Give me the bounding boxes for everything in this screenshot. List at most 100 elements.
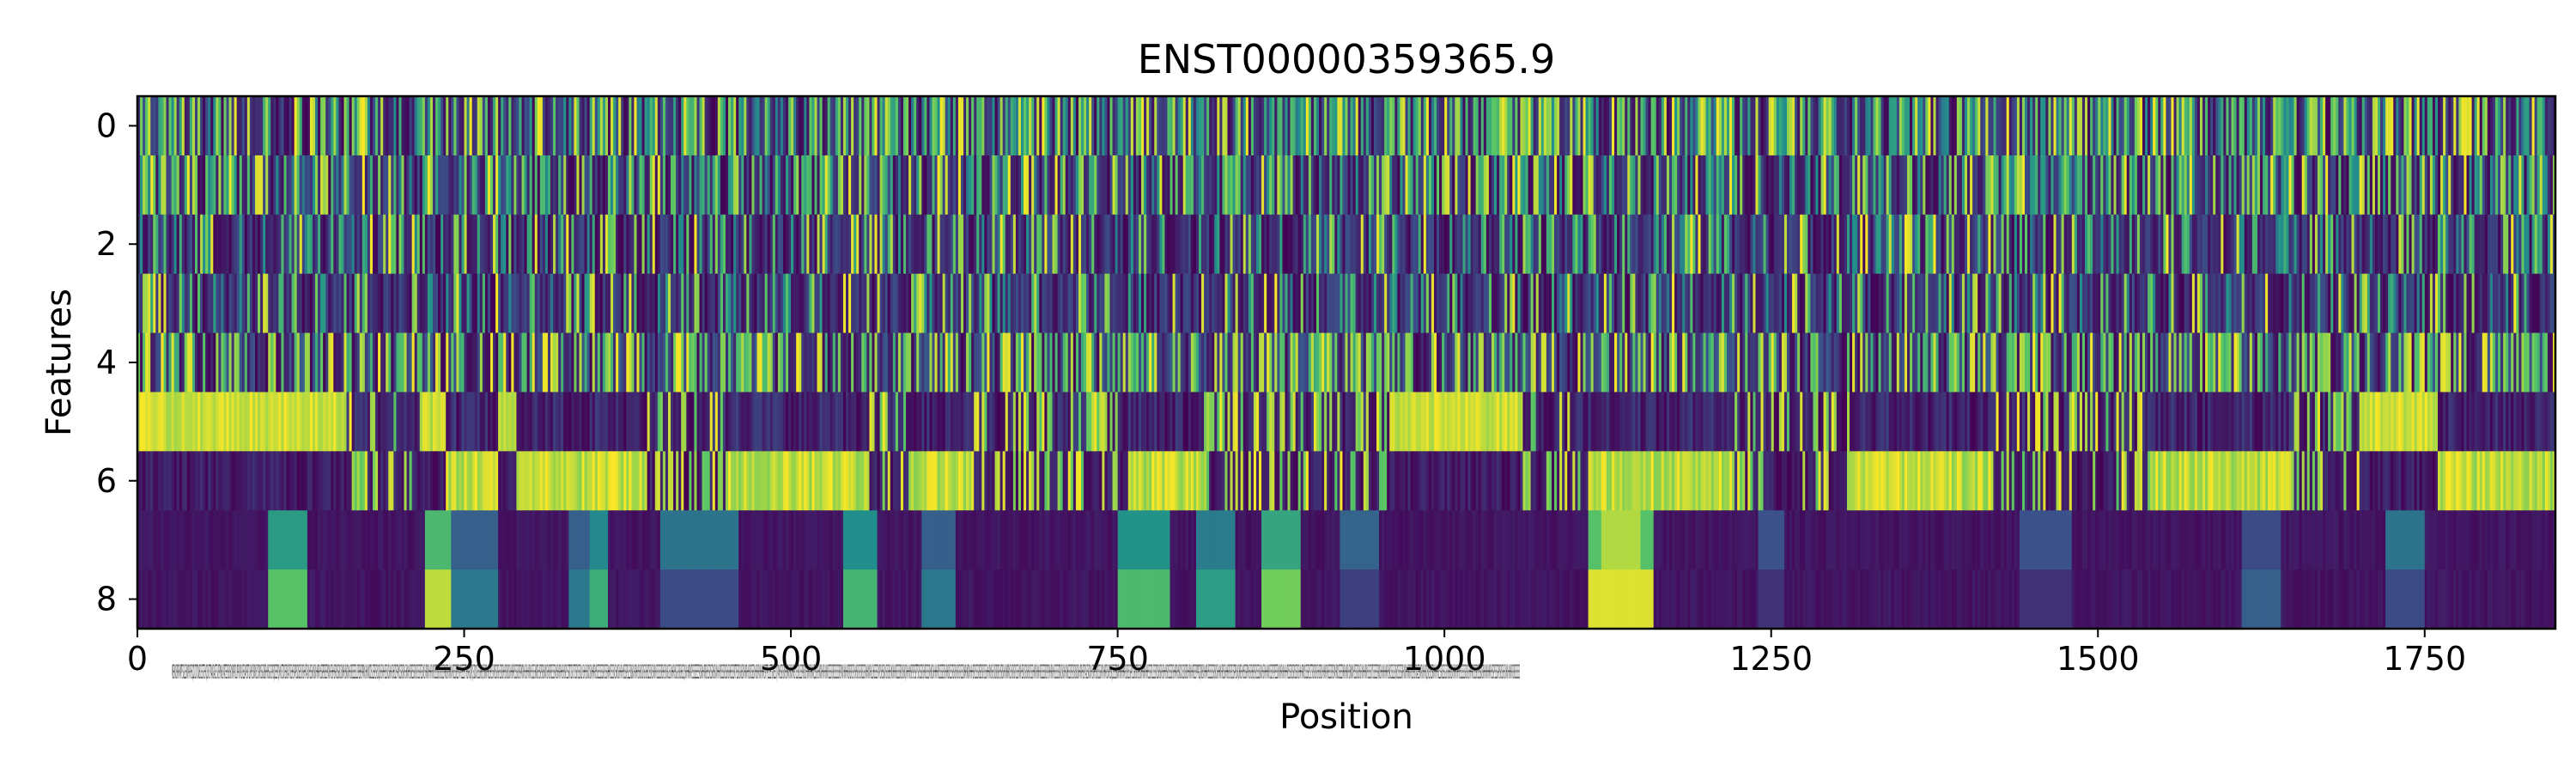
heatmap-cell bbox=[1157, 569, 1160, 629]
heatmap-cell bbox=[231, 96, 235, 156]
heatmap-cell bbox=[1007, 273, 1012, 334]
heatmap-cell bbox=[1047, 569, 1051, 629]
heatmap-cell bbox=[1089, 96, 1092, 156]
heatmap-cell bbox=[1217, 155, 1220, 216]
heatmap-cell bbox=[265, 569, 269, 629]
heatmap-cell bbox=[1172, 96, 1176, 156]
heatmap-cell bbox=[571, 332, 574, 393]
heatmap-cell bbox=[451, 392, 454, 452]
heatmap-cell bbox=[137, 332, 141, 393]
heatmap-cell bbox=[236, 96, 240, 156]
heatmap-cell bbox=[736, 155, 739, 216]
heatmap-cell bbox=[1540, 510, 1545, 570]
heatmap-cell bbox=[1127, 273, 1132, 334]
heatmap-cell bbox=[897, 214, 902, 275]
heatmap-cell bbox=[1480, 214, 1485, 275]
heatmap-cell bbox=[281, 155, 285, 216]
heatmap-cell bbox=[1219, 451, 1223, 511]
heatmap-cell bbox=[140, 569, 143, 629]
heatmap-cell bbox=[1052, 392, 1056, 452]
heatmap-cell bbox=[241, 332, 246, 393]
heatmap-cell bbox=[263, 332, 266, 393]
heatmap-cell bbox=[223, 510, 228, 570]
heatmap-cell bbox=[804, 155, 807, 216]
heatmap-cell bbox=[1078, 569, 1082, 629]
heatmap-cell bbox=[276, 96, 279, 156]
heatmap-cell bbox=[1154, 155, 1157, 216]
heatmap-cell bbox=[356, 96, 361, 156]
heatmap-cell bbox=[493, 510, 496, 570]
heatmap-cell bbox=[1324, 332, 1327, 393]
heatmap-cell bbox=[1002, 332, 1006, 393]
heatmap-cell bbox=[484, 569, 489, 629]
heatmap-cell bbox=[1248, 569, 1252, 629]
heatmap-cell bbox=[1502, 332, 1505, 393]
heatmap-cell bbox=[1562, 214, 1565, 275]
heatmap-cell bbox=[213, 96, 216, 156]
heatmap-cell bbox=[346, 392, 350, 452]
heatmap-cell bbox=[994, 273, 999, 334]
heatmap-cell bbox=[939, 451, 944, 511]
heatmap-cell bbox=[1151, 451, 1155, 511]
heatmap-cell bbox=[1415, 96, 1419, 156]
heatmap-cell bbox=[872, 392, 876, 452]
heatmap-cell bbox=[1036, 96, 1040, 156]
heatmap-cell bbox=[788, 451, 792, 511]
heatmap-cell bbox=[1554, 392, 1558, 452]
heatmap-cell bbox=[955, 332, 959, 393]
heatmap-cell bbox=[1102, 392, 1105, 452]
heatmap-cell bbox=[1520, 155, 1524, 216]
heatmap-cell bbox=[249, 96, 253, 156]
heatmap-cell bbox=[649, 155, 653, 216]
heatmap-cell bbox=[296, 96, 301, 156]
heatmap-cell bbox=[1086, 510, 1090, 570]
heatmap-cell bbox=[553, 451, 556, 511]
heatmap-cell bbox=[1535, 332, 1540, 393]
heatmap-cell bbox=[1295, 569, 1299, 629]
heatmap-cell bbox=[927, 392, 931, 452]
heatmap-cell bbox=[1159, 332, 1163, 393]
heatmap-cell bbox=[158, 273, 161, 334]
heatmap-cell bbox=[396, 273, 400, 334]
heatmap-cell bbox=[785, 392, 789, 452]
heatmap-cell bbox=[539, 332, 544, 393]
heatmap-cell bbox=[618, 451, 622, 511]
heatmap-cell bbox=[236, 451, 240, 511]
heatmap-cell bbox=[1567, 510, 1571, 570]
heatmap-cell bbox=[1570, 273, 1573, 334]
heatmap-cell bbox=[1334, 392, 1338, 452]
heatmap-cell bbox=[689, 510, 692, 570]
heatmap-cell bbox=[987, 96, 991, 156]
heatmap-cell bbox=[754, 214, 758, 275]
heatmap-cell bbox=[438, 510, 441, 570]
heatmap-cell bbox=[1460, 96, 1464, 156]
heatmap-cell bbox=[336, 155, 340, 216]
heatmap-cell bbox=[571, 569, 574, 629]
heatmap-cell bbox=[145, 273, 149, 334]
heatmap-cell bbox=[1084, 155, 1087, 216]
heatmap-cell bbox=[163, 332, 167, 393]
heatmap-cell bbox=[200, 273, 204, 334]
heatmap-cell bbox=[244, 273, 248, 334]
heatmap-cell bbox=[153, 510, 156, 570]
heatmap-cell bbox=[1522, 155, 1527, 216]
heatmap-cell bbox=[1437, 332, 1440, 393]
heatmap-cell bbox=[416, 332, 421, 393]
heatmap-cell bbox=[173, 392, 178, 452]
heatmap-cell bbox=[1065, 510, 1069, 570]
heatmap-cell bbox=[1018, 155, 1022, 216]
heatmap-cell bbox=[516, 214, 520, 275]
heatmap-cell bbox=[859, 273, 862, 334]
heatmap-cell bbox=[1457, 96, 1461, 156]
heatmap-cell bbox=[579, 332, 583, 393]
heatmap-cell bbox=[495, 332, 499, 393]
heatmap-cell bbox=[599, 332, 604, 393]
heatmap-cell bbox=[916, 510, 920, 570]
heatmap-cell bbox=[1217, 510, 1220, 570]
heatmap-cell bbox=[984, 569, 987, 629]
heatmap-cell bbox=[179, 510, 183, 570]
heatmap-cell bbox=[1177, 214, 1182, 275]
heatmap-cell bbox=[647, 392, 651, 452]
heatmap-cell bbox=[1267, 273, 1270, 334]
heatmap-cell bbox=[764, 451, 769, 511]
